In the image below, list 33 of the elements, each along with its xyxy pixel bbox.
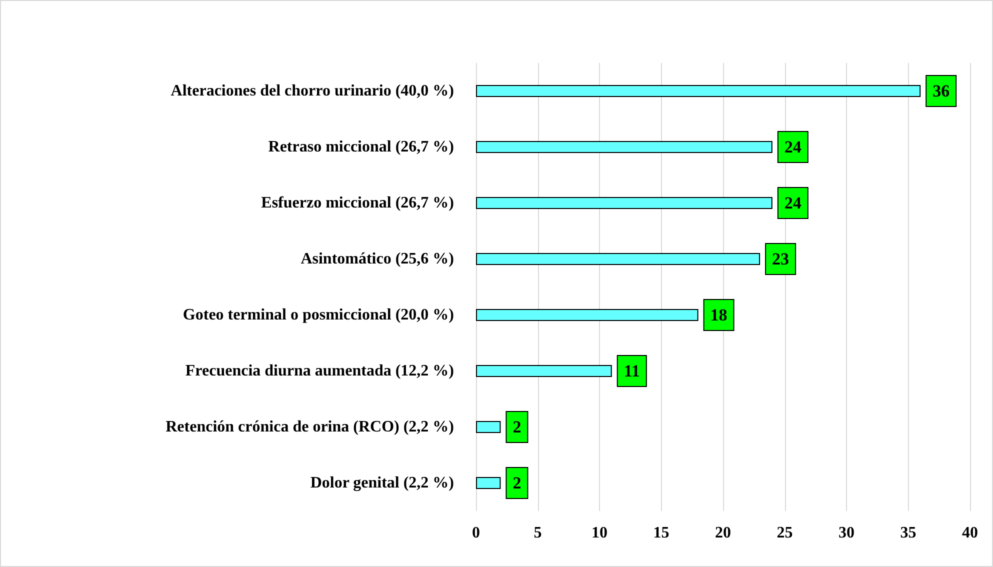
bar [476, 85, 921, 97]
bar [476, 253, 760, 265]
bar [476, 197, 772, 209]
bar [476, 421, 501, 433]
x-tick-label: 30 [838, 524, 854, 542]
y-tick-label: Retraso miccional (26,7 %) [268, 138, 454, 156]
data-label: 11 [624, 362, 640, 380]
bar [476, 141, 772, 153]
y-tick-label: Esfuerzo miccional (26,7 %) [261, 194, 454, 212]
data-label: 2 [512, 418, 522, 436]
x-tick-label: 25 [776, 524, 793, 542]
y-tick-label: Retención crónica de orina (RCO) (2,2 %) [166, 418, 454, 436]
bar [476, 365, 612, 377]
x-tick-label: 40 [962, 524, 978, 542]
x-tick-label: 15 [653, 524, 670, 542]
x-tick-label: 0 [472, 524, 480, 542]
y-tick-label: Dolor genital (2,2 %) [310, 474, 454, 492]
x-tick-label: 10 [592, 524, 608, 542]
y-tick-label: Asintomático (25,6 %) [300, 250, 454, 268]
x-tick-label: 35 [900, 524, 916, 542]
data-label: 24 [784, 194, 802, 212]
bar [476, 477, 501, 489]
x-tick-label: 20 [715, 524, 731, 542]
data-label: 18 [710, 306, 728, 324]
data-label: 24 [784, 138, 802, 156]
data-label: 2 [512, 474, 522, 492]
data-label: 23 [772, 250, 790, 268]
y-tick-label: Alteraciones del chorro urinario (40,0 %) [170, 82, 454, 100]
bar [476, 309, 698, 321]
y-tick-label: Goteo terminal o posmiccional (20,0 %) [182, 306, 454, 324]
data-label: 36 [932, 82, 950, 100]
x-tick-label: 5 [534, 524, 542, 542]
y-tick-label: Frecuencia diurna aumentada (12,2 %) [185, 362, 454, 380]
